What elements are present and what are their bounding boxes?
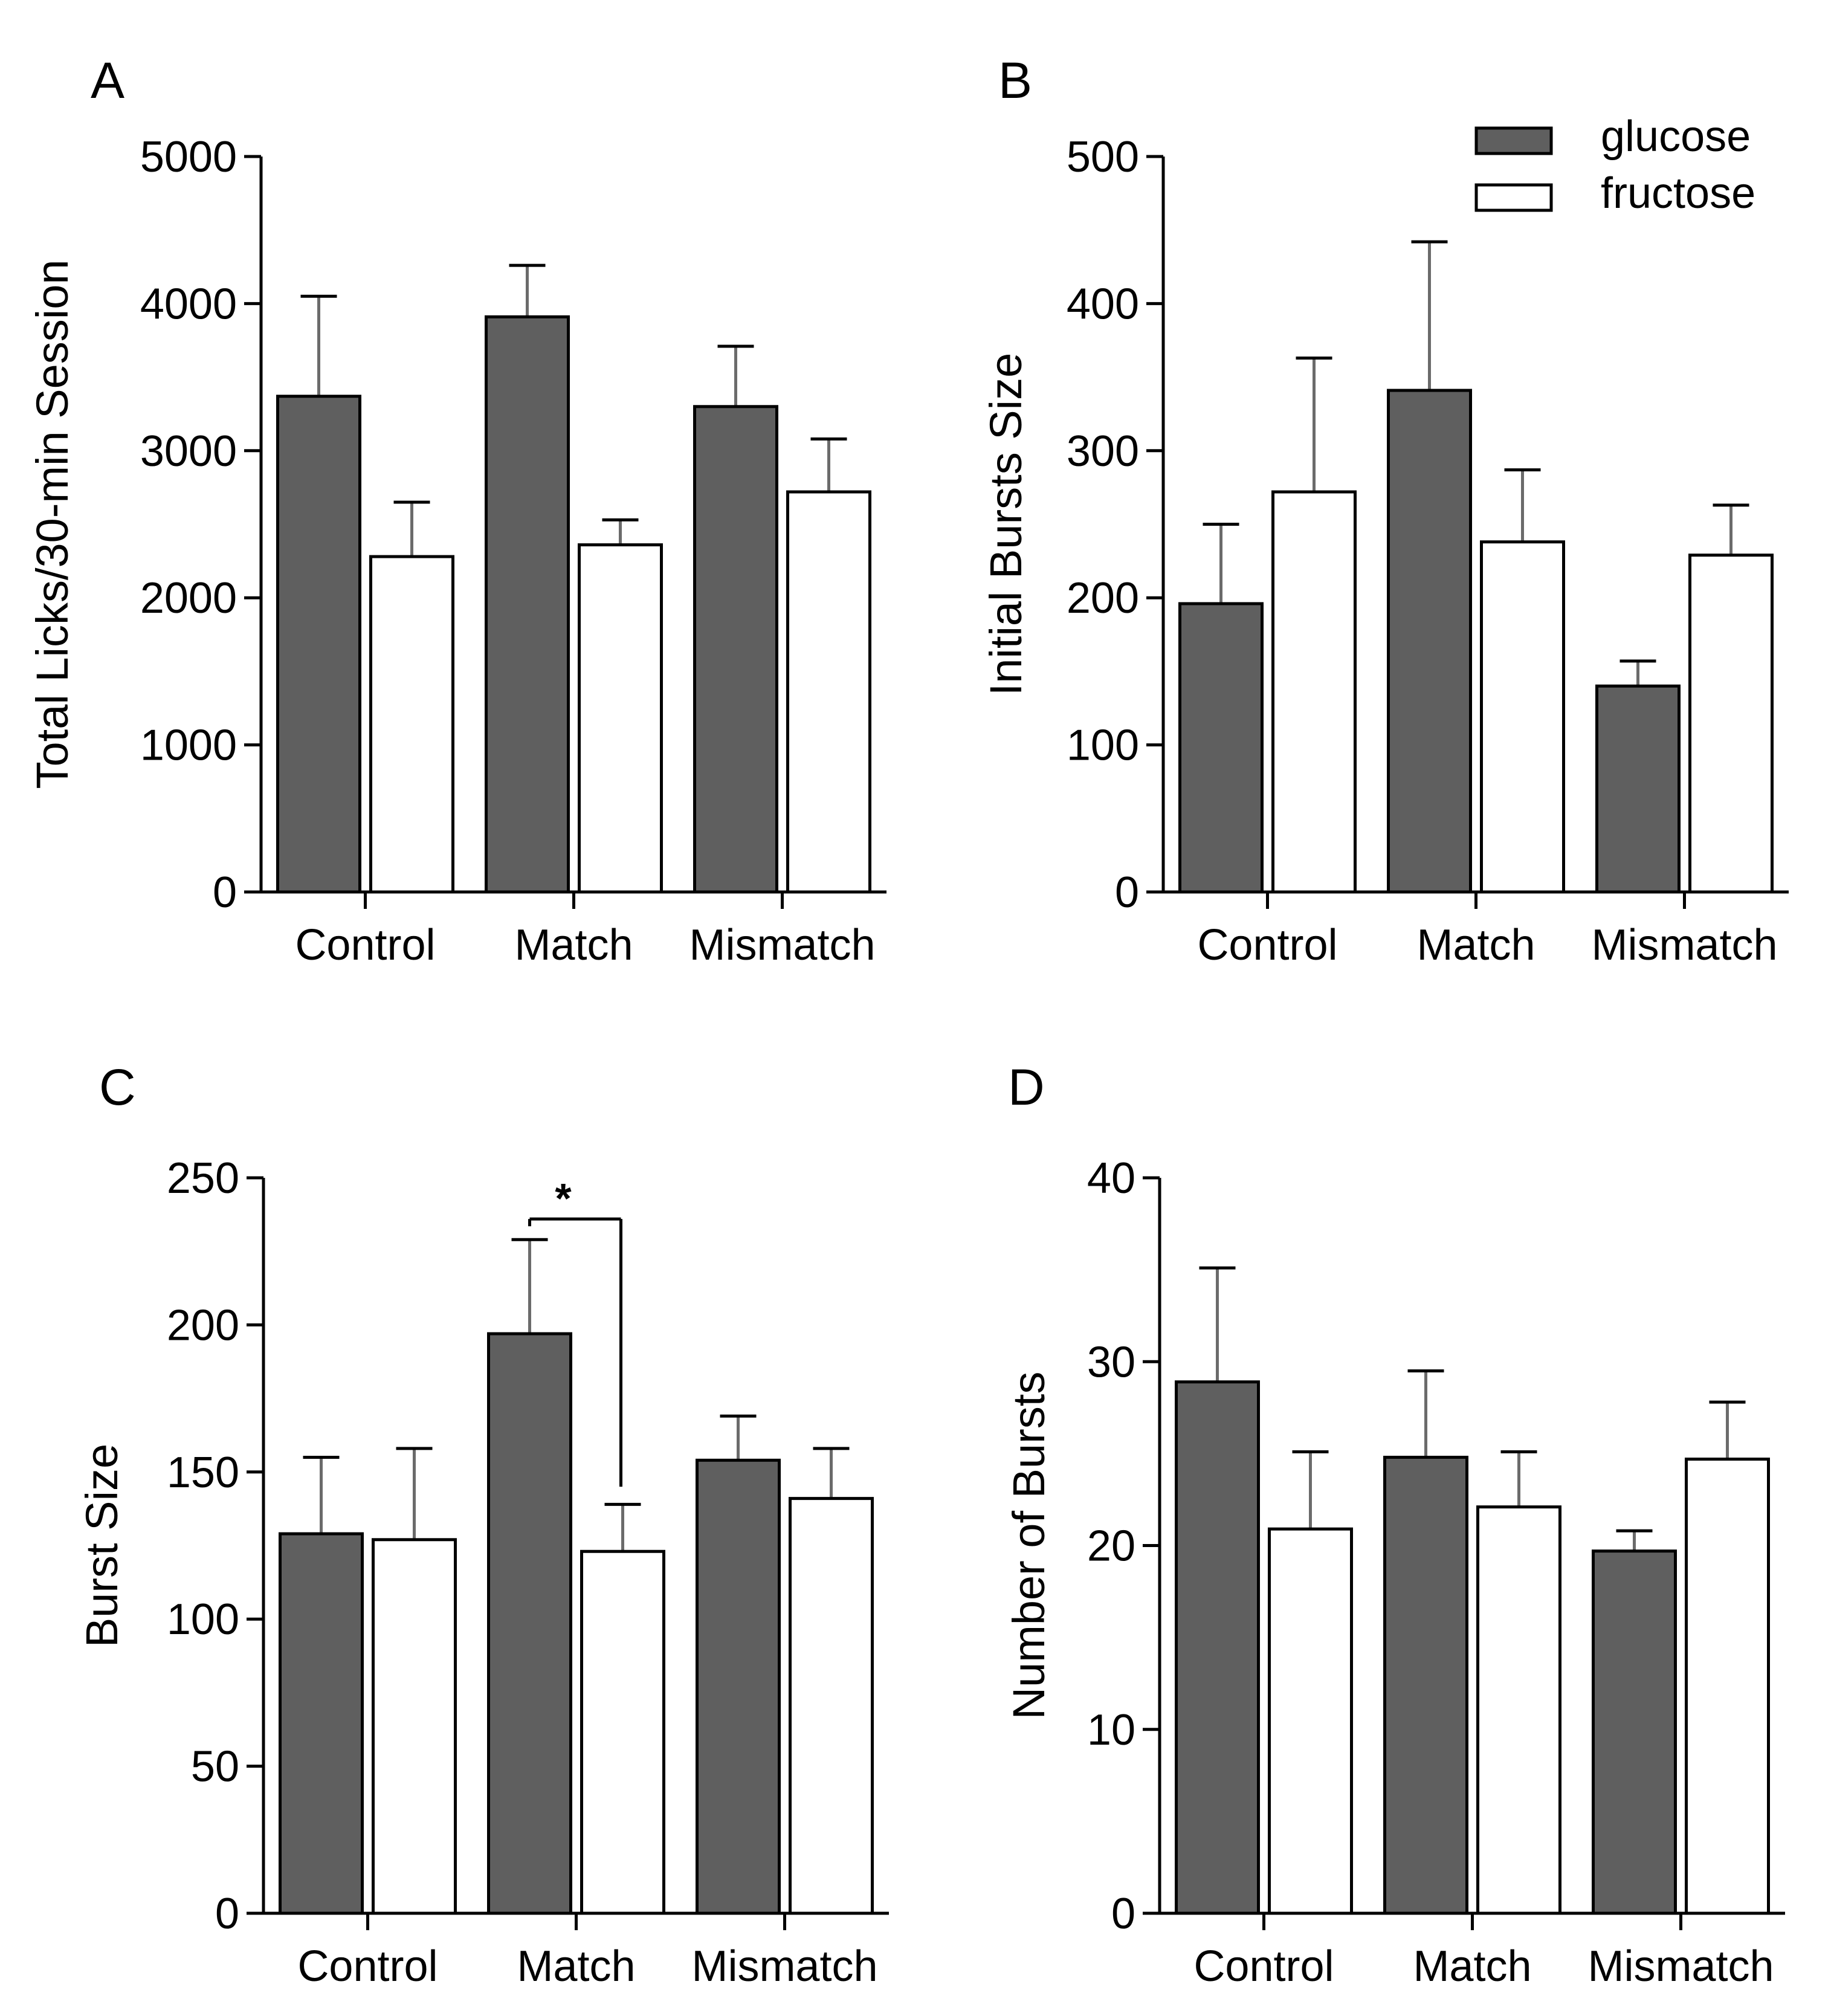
panel-a: A 0 1000 2000 3000 4000 5000 Total Licks/30-mi… (27, 52, 886, 969)
y-tick-label: 40 (1087, 1154, 1135, 1203)
legend-swatch-fructose (1474, 183, 1553, 212)
x-tick-label: Mismatch (1591, 921, 1777, 969)
y-tick-label: 200 (167, 1301, 239, 1349)
panel-b: B 0 100 200 300 400 500 Initial Bursts Size Con… (981, 52, 1789, 969)
x-tick-label: Match (1413, 1942, 1531, 1991)
bar-fructose (1271, 490, 1357, 894)
panel-b-plot: 0 100 200 300 400 500 Initial Bursts Size Contr… (981, 112, 1789, 969)
y-tick-label: 4000 (140, 280, 237, 328)
bar-glucose (1178, 602, 1264, 894)
x-tick-label: Control (1193, 1942, 1334, 1991)
y-axis-title: Burst Size (77, 1444, 127, 1647)
bar-glucose (279, 1532, 364, 1915)
bar-glucose (485, 315, 570, 894)
y-tick-label: 2000 (140, 574, 237, 622)
y-tick-label: 300 (1067, 427, 1139, 476)
significance-marker: * (555, 1175, 572, 1222)
panel-a-plot: 0 1000 2000 3000 4000 5000 Total Licks/30-min … (27, 133, 886, 969)
panel-d: D 0 10 20 30 40 Number of Bursts Control Match M… (1004, 1059, 1785, 1991)
y-tick-label: 0 (213, 868, 237, 917)
x-tick-label: Match (514, 921, 633, 969)
bar-fructose (789, 1497, 874, 1915)
bar-glucose (1383, 1455, 1468, 1915)
bar-fructose (1688, 554, 1774, 894)
bar-fructose (578, 543, 663, 894)
bar-glucose (696, 1458, 781, 1915)
panel-d-letter: D (1008, 1059, 1045, 1116)
bar-fructose (1480, 540, 1565, 894)
bar-fructose (786, 490, 871, 894)
bar-glucose (276, 395, 361, 894)
y-tick-label: 50 (191, 1743, 239, 1791)
bar-fructose (1476, 1505, 1561, 1915)
panel-a-letter: A (91, 52, 124, 109)
bar-glucose (1592, 1549, 1677, 1915)
bar-glucose (1175, 1380, 1260, 1915)
y-tick-label: 0 (215, 1890, 239, 1938)
y-tick-label: 5000 (140, 133, 237, 181)
bar-fructose (580, 1549, 665, 1915)
x-tick-label: Mismatch (1587, 1942, 1774, 1991)
bar-fructose (1685, 1458, 1770, 1915)
y-tick-label: 250 (167, 1154, 239, 1203)
y-tick-label: 400 (1067, 280, 1139, 328)
panel-d-plot: 0 10 20 30 40 Number of Bursts Control Match Mis… (1004, 1154, 1785, 1991)
y-tick-label: 30 (1087, 1338, 1135, 1386)
y-tick-label: 20 (1087, 1522, 1135, 1571)
bar-glucose (1595, 684, 1681, 894)
panel-c-plot: 0 50 100 150 200 250 Burst Size Control Match Mis… (77, 1154, 889, 1991)
y-axis-title: Number of Bursts (1004, 1372, 1054, 1720)
legend-label-fructose: fructose (1601, 169, 1755, 218)
x-tick-label: Control (295, 921, 435, 969)
x-tick-label: Mismatch (691, 1942, 877, 1991)
x-tick-label: Control (1197, 921, 1337, 969)
bar-glucose (1387, 389, 1472, 894)
panel-c-letter: C (99, 1059, 136, 1116)
y-tick-label: 3000 (140, 427, 237, 476)
x-tick-label: Control (297, 1942, 438, 1991)
y-tick-label: 10 (1087, 1706, 1135, 1754)
x-tick-label: Match (1416, 921, 1535, 969)
bar-fructose (369, 555, 454, 894)
x-tick-label: Match (517, 1942, 635, 1991)
y-tick-label: 200 (1067, 574, 1139, 622)
y-tick-label: 100 (167, 1595, 239, 1644)
bar-fructose (372, 1538, 457, 1915)
y-axis-title: Initial Bursts Size (981, 353, 1031, 696)
y-tick-label: 500 (1067, 133, 1139, 181)
legend-swatch-glucose (1474, 126, 1553, 155)
y-tick-label: 0 (1111, 1890, 1135, 1938)
y-tick-label: 150 (167, 1449, 239, 1497)
x-tick-label: Mismatch (689, 921, 875, 969)
y-tick-label: 1000 (140, 722, 237, 770)
bar-glucose (693, 405, 778, 894)
bar-fructose (1268, 1527, 1353, 1915)
bar-glucose (487, 1332, 572, 1915)
y-tick-label: 100 (1067, 722, 1139, 770)
y-tick-label: 0 (1115, 868, 1139, 917)
panel-b-letter: B (998, 52, 1032, 109)
legend-label-glucose: glucose (1601, 112, 1751, 161)
panel-c: C 0 50 100 150 200 250 Burst Size Control Match M… (77, 1059, 889, 1991)
y-axis-title: Total Licks/30-min Session (27, 259, 77, 789)
